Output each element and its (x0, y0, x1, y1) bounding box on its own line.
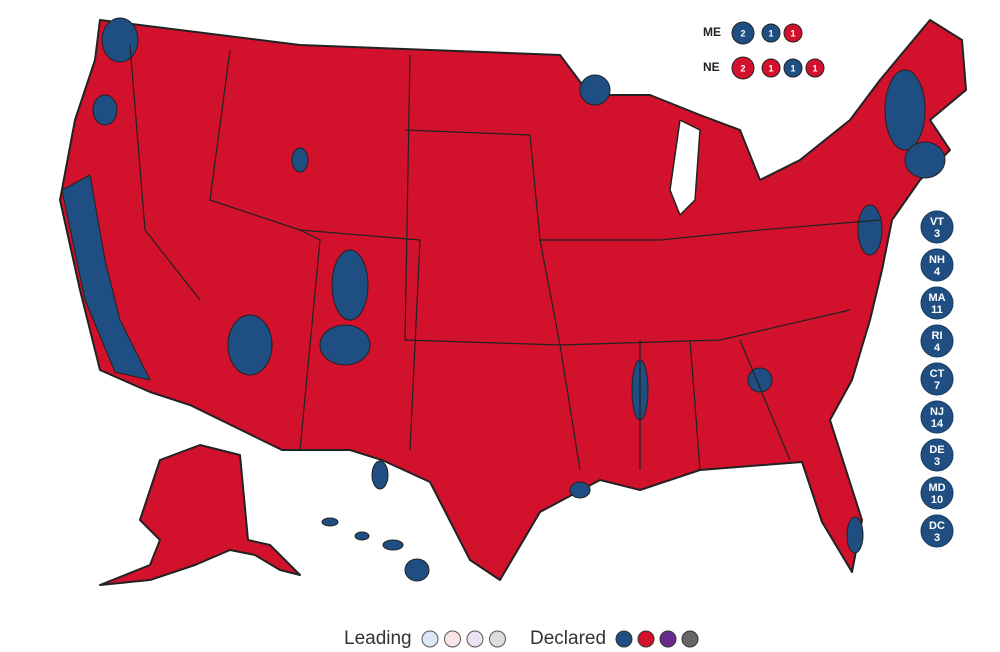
district-splits: ME 2 1 1 NE 2 1 1 1 (703, 21, 825, 80)
state-abbr: NH (929, 254, 945, 266)
state-borders (129, 44, 881, 471)
state-votes: 14 (931, 418, 944, 430)
island (321, 517, 339, 527)
state-abbr: DC (929, 520, 945, 532)
state-circle (920, 400, 954, 434)
vote-circle (731, 21, 755, 45)
vote-circle (805, 58, 825, 78)
border (559, 309, 851, 346)
county-cluster (331, 249, 369, 321)
state-votes: 7 (934, 380, 940, 392)
state-circle (920, 210, 954, 244)
lake-michigan (669, 119, 701, 216)
county-cluster (101, 17, 139, 63)
map (59, 17, 967, 586)
legend-swatch (444, 630, 461, 648)
legend: Leading Declared (344, 628, 699, 649)
legend-label: Leading (344, 628, 412, 649)
legend-swatch (489, 630, 506, 648)
vote-count: 1 (790, 63, 795, 73)
legend-swatch (637, 630, 655, 648)
border (129, 44, 201, 301)
state-circle (920, 514, 954, 548)
state-circle (920, 248, 954, 282)
county-cluster (319, 324, 371, 366)
county-cluster (884, 69, 926, 151)
state-circle (920, 476, 954, 510)
state-abbr: VT (930, 216, 944, 228)
border (299, 229, 421, 451)
county-cluster (371, 460, 389, 490)
state-circle (920, 362, 954, 396)
vote-circle (761, 23, 781, 43)
border (540, 219, 881, 241)
legend-swatch (615, 630, 633, 648)
state-votes: 3 (934, 532, 940, 544)
state-label: NE (703, 60, 720, 74)
county-cluster (227, 314, 273, 376)
border (404, 129, 561, 346)
county-cluster (904, 141, 946, 179)
state-circle (920, 286, 954, 320)
state-abbr: CT (930, 368, 945, 380)
county-cluster (61, 174, 151, 381)
vote-circle (761, 58, 781, 78)
vote-count: 1 (768, 28, 773, 38)
contiguous-us (59, 19, 967, 581)
state-abbr: MA (928, 292, 945, 304)
legend-label: Declared (530, 628, 606, 649)
vote-count: 1 (790, 28, 795, 38)
vote-circle (731, 56, 755, 80)
border (639, 339, 791, 471)
county-cluster (579, 74, 611, 106)
state-circle (920, 324, 954, 358)
county-cluster (857, 204, 883, 256)
state-votes: 4 (934, 342, 941, 354)
island (354, 531, 370, 541)
blue-counties (61, 17, 946, 554)
state-votes: 4 (934, 266, 941, 278)
legend-swatch (466, 630, 484, 648)
state-abbr: RI (932, 330, 943, 342)
vote-count: 2 (740, 63, 745, 73)
legend-swatch (421, 630, 439, 648)
state-abbr: NJ (930, 406, 944, 418)
vote-circle (783, 23, 803, 43)
vote-circle (783, 58, 803, 78)
state-votes: 3 (934, 228, 940, 240)
vote-count: 1 (768, 63, 773, 73)
state-abbr: DE (929, 444, 944, 456)
legend-swatch (659, 630, 677, 648)
island (382, 539, 404, 551)
hawaii (321, 517, 430, 582)
county-cluster (569, 481, 591, 499)
alaska (99, 444, 301, 586)
county-cluster (846, 516, 864, 554)
island (404, 558, 430, 582)
county-cluster (92, 94, 118, 126)
state-votes: 11 (931, 304, 943, 316)
state-votes: 10 (931, 494, 943, 506)
state-votes: 3 (934, 456, 940, 468)
legend-swatch (681, 630, 699, 648)
vote-count: 1 (812, 63, 817, 73)
vote-count: 2 (740, 28, 745, 38)
state-circle (920, 438, 954, 472)
county-cluster (291, 147, 309, 173)
state-abbr: MD (928, 482, 945, 494)
state-label: ME (703, 25, 721, 39)
border (404, 54, 581, 471)
